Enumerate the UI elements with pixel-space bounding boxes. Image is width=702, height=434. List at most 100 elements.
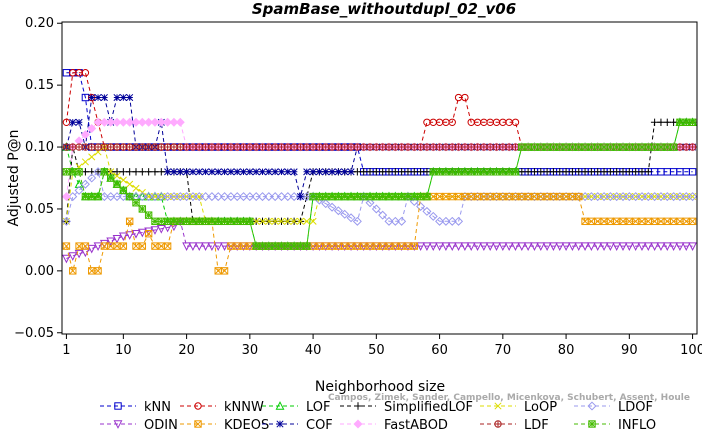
data-point bbox=[669, 192, 679, 202]
y-axis-label: Adjusted P@n bbox=[6, 129, 22, 226]
data-point bbox=[61, 216, 71, 226]
data-point bbox=[568, 143, 577, 151]
data-point bbox=[309, 192, 317, 201]
data-point bbox=[662, 192, 672, 202]
data-point bbox=[435, 143, 444, 151]
series-kdeos bbox=[62, 192, 697, 275]
data-point bbox=[296, 217, 304, 225]
legend-entry-fastabod: FastABOD bbox=[340, 418, 448, 433]
data-point bbox=[441, 242, 451, 251]
data-point bbox=[631, 143, 640, 151]
data-point bbox=[479, 242, 489, 251]
data-point bbox=[625, 143, 634, 151]
data-point bbox=[182, 192, 192, 202]
data-point bbox=[113, 93, 121, 102]
data-point bbox=[498, 242, 508, 251]
data-point bbox=[403, 192, 413, 202]
data-point bbox=[397, 143, 406, 151]
data-point bbox=[246, 168, 254, 176]
data-point bbox=[94, 93, 102, 102]
data-point bbox=[194, 192, 204, 202]
data-point bbox=[296, 193, 304, 201]
legend-swatch-marker bbox=[353, 419, 363, 429]
data-point bbox=[644, 143, 652, 151]
data-point bbox=[94, 143, 102, 151]
data-point bbox=[657, 217, 665, 226]
data-point bbox=[87, 244, 97, 254]
data-point bbox=[442, 168, 450, 176]
x-tick-label: 20 bbox=[178, 343, 195, 358]
data-point bbox=[284, 217, 292, 225]
legend-entry-ldof: LDOF bbox=[574, 400, 653, 415]
data-point bbox=[132, 143, 140, 151]
data-point bbox=[258, 217, 267, 225]
data-point bbox=[517, 242, 527, 251]
data-point bbox=[542, 242, 552, 251]
data-point bbox=[164, 168, 172, 176]
data-point bbox=[644, 168, 652, 176]
data-point bbox=[213, 192, 223, 202]
series-inflo bbox=[62, 118, 697, 250]
data-point bbox=[290, 143, 298, 151]
data-point bbox=[157, 143, 165, 151]
data-point bbox=[80, 179, 90, 189]
data-point bbox=[682, 118, 690, 126]
data-point bbox=[517, 192, 527, 202]
data-point bbox=[410, 168, 418, 176]
data-point bbox=[466, 192, 476, 202]
data-point bbox=[81, 143, 90, 151]
data-point bbox=[107, 174, 115, 182]
x-tick-label: 90 bbox=[621, 343, 638, 358]
data-point bbox=[150, 117, 160, 127]
data-point bbox=[207, 242, 217, 251]
data-point bbox=[675, 242, 685, 251]
data-point bbox=[125, 231, 135, 240]
data-point bbox=[397, 168, 406, 176]
data-point bbox=[94, 192, 102, 201]
data-point bbox=[448, 143, 456, 151]
data-point bbox=[119, 93, 127, 102]
legend-swatch-marker bbox=[194, 402, 202, 410]
data-point bbox=[624, 192, 634, 202]
data-point bbox=[347, 143, 355, 151]
data-point bbox=[688, 168, 697, 176]
data-point bbox=[252, 217, 260, 225]
data-point bbox=[442, 192, 450, 201]
data-point bbox=[144, 168, 153, 176]
data-point bbox=[384, 216, 394, 226]
data-point bbox=[125, 217, 134, 226]
legend-entry-ldf: LDF bbox=[480, 418, 549, 433]
data-point bbox=[144, 211, 153, 219]
data-point bbox=[485, 242, 495, 251]
data-point bbox=[88, 93, 96, 102]
data-point bbox=[435, 242, 445, 251]
data-point bbox=[157, 168, 165, 176]
data-point bbox=[125, 117, 135, 127]
x-tick-label: 100 bbox=[680, 343, 702, 358]
data-point bbox=[599, 192, 609, 202]
data-point bbox=[586, 192, 596, 202]
data-point bbox=[619, 143, 627, 151]
legend-entry-loop: LoOP bbox=[480, 400, 557, 415]
data-point bbox=[88, 192, 96, 201]
data-point bbox=[391, 168, 400, 176]
data-point bbox=[113, 143, 121, 151]
data-point bbox=[93, 117, 103, 127]
data-point bbox=[561, 192, 571, 202]
data-point bbox=[315, 192, 324, 201]
data-point bbox=[81, 192, 90, 201]
data-point bbox=[334, 192, 343, 201]
data-point bbox=[581, 143, 589, 151]
legend-swatch-marker bbox=[494, 402, 502, 410]
data-point bbox=[151, 143, 159, 151]
data-point bbox=[126, 93, 134, 102]
data-point bbox=[246, 217, 254, 226]
data-point bbox=[170, 143, 178, 151]
data-point bbox=[537, 143, 545, 151]
data-point bbox=[518, 143, 526, 151]
data-point bbox=[593, 192, 603, 202]
data-point bbox=[448, 118, 456, 126]
data-point bbox=[676, 143, 684, 151]
data-point bbox=[567, 192, 577, 202]
data-point bbox=[119, 176, 127, 184]
